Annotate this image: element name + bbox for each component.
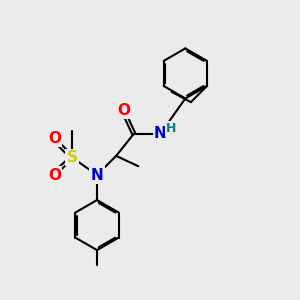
Text: H: H: [165, 122, 176, 135]
Text: O: O: [48, 167, 61, 182]
Text: N: N: [154, 126, 167, 141]
Text: N: N: [91, 167, 103, 182]
Text: S: S: [67, 150, 77, 165]
Text: O: O: [48, 131, 61, 146]
Text: O: O: [117, 103, 130, 118]
